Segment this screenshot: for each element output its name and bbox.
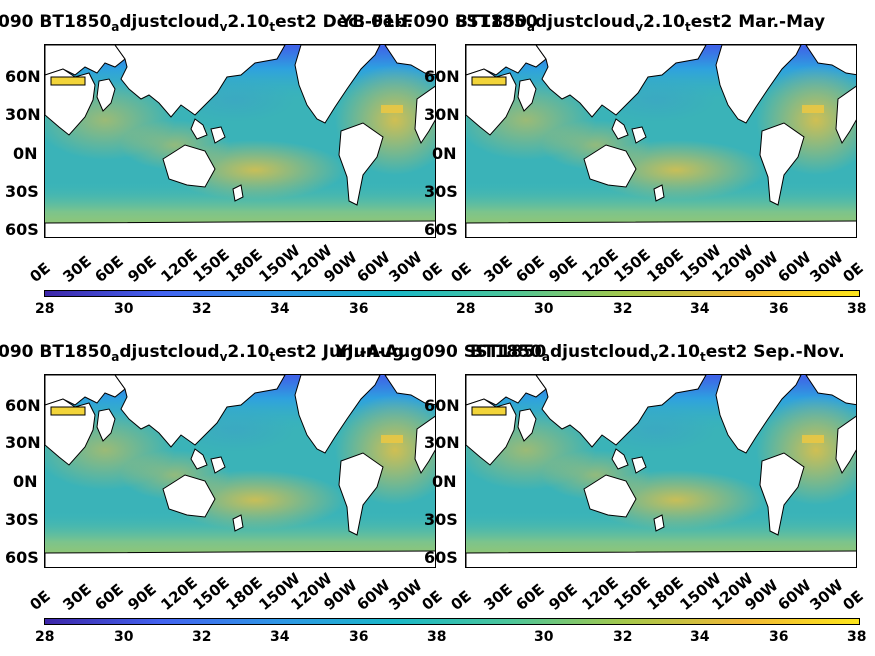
lat-label: 30N (424, 433, 460, 452)
lat-label: 60S (5, 220, 39, 239)
colorbar-tick: 36 (349, 629, 369, 645)
lon-label: 90E (545, 580, 581, 614)
lon-label: 180E (222, 573, 266, 614)
lat-label: 60N (5, 396, 41, 415)
lat-label: 30S (424, 182, 458, 201)
lat-label: 30N (5, 433, 41, 452)
lat-label: 30S (5, 182, 39, 201)
sst-map-svg (45, 45, 435, 237)
map-panel-dec-feb (44, 44, 436, 238)
colorbar-tick: 34 (690, 629, 710, 645)
lat-label: 60N (424, 396, 460, 415)
lon-label: 30E (480, 580, 516, 614)
map-panel-sep-nov (465, 374, 857, 568)
lon-label: 90E (124, 580, 160, 614)
lon-label: 150E (610, 245, 655, 286)
colorbar-tick: 34 (270, 629, 290, 645)
lat-label: 60N (424, 67, 460, 86)
lon-label: 90E (545, 252, 581, 286)
lat-label: 60S (424, 220, 458, 239)
lon-label: 180E (222, 245, 266, 286)
lon-label: 0E (447, 586, 475, 614)
lon-label: 60E (91, 580, 128, 614)
lon-label: 0E (447, 258, 475, 286)
lon-label: 60E (512, 252, 549, 286)
lon-label: 120E (157, 573, 201, 614)
sst-map-svg (45, 375, 435, 567)
lon-label: 0E (26, 586, 54, 614)
lon-label: 30E (480, 252, 516, 286)
lat-label: 30N (5, 105, 41, 124)
colorbar-tick: 32 (613, 629, 633, 645)
lon-label: 180E (643, 573, 687, 614)
lon-label: 0E (26, 258, 54, 286)
lon-label: 60W (774, 576, 815, 614)
lat-label: 30S (5, 510, 39, 529)
lat-label: 0N (13, 144, 38, 163)
lon-label: 120E (157, 245, 201, 286)
panel-title-4: BT1850adjustcloudv2.10test2 Sep.-Nov. (470, 342, 845, 364)
panel-title-2: BT1850adjustcloudv2.10test2 Mar.-May (455, 12, 826, 34)
lat-label: 30S (424, 510, 458, 529)
colorbar-tick: 32 (192, 301, 212, 317)
colorbar-tick: 32 (613, 301, 633, 317)
lon-label: 120E (578, 245, 622, 286)
colorbar-top (44, 290, 860, 297)
colorbar-tick: 38 (847, 301, 867, 317)
lon-label: 90E (124, 252, 160, 286)
lat-label: 0N (432, 144, 457, 163)
lat-label: 60S (5, 548, 39, 567)
lon-label: 180E (643, 245, 687, 286)
lon-label: 120E (578, 573, 622, 614)
lat-label: 60N (5, 67, 41, 86)
lon-label: 60E (512, 580, 549, 614)
colorbar-bottom (44, 618, 860, 625)
map-panel-mar-may (465, 44, 857, 238)
lon-label: 30W (385, 576, 426, 614)
map-panel-jun-aug (44, 374, 436, 568)
lat-label: 30N (424, 105, 460, 124)
colorbar-tick: 36 (769, 301, 789, 317)
lat-label: 60S (424, 548, 458, 567)
colorbar-tick: 34 (270, 301, 290, 317)
panel-title-overlap-top: YB 01-F090 SST1850 (340, 12, 538, 32)
colorbar-tick: 28 (456, 301, 476, 317)
lon-label: 30E (59, 252, 95, 286)
colorbar-tick: 36 (769, 629, 789, 645)
lon-label: 60E (91, 252, 128, 286)
colorbar-tick: 38 (847, 629, 867, 645)
lon-label: 150E (610, 573, 655, 614)
lon-label: 30E (59, 580, 95, 614)
lon-label: 150E (189, 573, 234, 614)
colorbar-tick: 34 (690, 301, 710, 317)
lat-label: 0N (13, 472, 38, 491)
lon-label: 30W (385, 248, 426, 286)
lon-label: 30W (806, 576, 847, 614)
sst-map-svg (466, 45, 856, 237)
colorbar-tick: 32 (192, 629, 212, 645)
colorbar-tick: 36 (349, 301, 369, 317)
lon-label: 150E (189, 245, 234, 286)
colorbar-tick: 30 (114, 301, 134, 317)
colorbar-tick: 38 (427, 629, 447, 645)
lon-label: 60W (353, 248, 394, 286)
lon-label: 60W (774, 248, 815, 286)
colorbar-tick: 30 (534, 629, 554, 645)
lon-label: 60W (353, 576, 394, 614)
panel-title-overlap-bottom: YJun-Aug090 SST1850 (335, 342, 547, 362)
panel-title-3: 090 BT1850adjustcloudv2.10test2 Jun.-Aug… (0, 342, 411, 364)
lon-label: 30W (806, 248, 847, 286)
colorbar-tick: 30 (114, 629, 134, 645)
colorbar-tick: 30 (534, 301, 554, 317)
colorbar-tick: 28 (35, 301, 55, 317)
sst-map-svg (466, 375, 856, 567)
panel-title-1: 090 BT1850adjustcloudv2.10test2 Dec.-Feb… (0, 12, 413, 34)
colorbar-tick: 28 (35, 629, 55, 645)
lat-label: 0N (432, 472, 457, 491)
